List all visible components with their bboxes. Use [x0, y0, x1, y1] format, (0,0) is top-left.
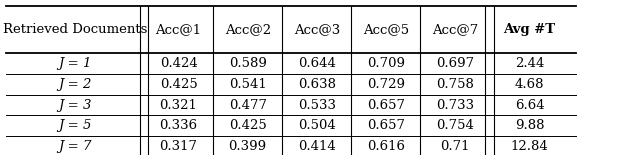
Text: 0.321: 0.321 — [159, 99, 198, 111]
Text: Avg #T: Avg #T — [504, 23, 556, 36]
Text: 0.317: 0.317 — [159, 140, 198, 153]
Text: 4.68: 4.68 — [515, 78, 545, 91]
Text: 0.754: 0.754 — [436, 120, 474, 132]
Text: 0.589: 0.589 — [228, 57, 267, 70]
Text: Acc@5: Acc@5 — [363, 23, 409, 36]
Text: Acc@3: Acc@3 — [294, 23, 340, 36]
Text: J = 5: J = 5 — [58, 120, 92, 132]
Text: 6.64: 6.64 — [515, 99, 545, 111]
Text: 0.697: 0.697 — [436, 57, 474, 70]
Text: Retrieved Documents: Retrieved Documents — [3, 23, 147, 36]
Text: J = 3: J = 3 — [58, 99, 92, 111]
Text: 0.616: 0.616 — [367, 140, 405, 153]
Text: Acc@2: Acc@2 — [225, 23, 271, 36]
Text: 0.425: 0.425 — [229, 120, 266, 132]
Text: J = 7: J = 7 — [58, 140, 92, 153]
Text: 12.84: 12.84 — [511, 140, 548, 153]
Text: 0.477: 0.477 — [228, 99, 267, 111]
Text: Acc@7: Acc@7 — [432, 23, 478, 36]
Text: 0.638: 0.638 — [298, 78, 336, 91]
Text: 0.657: 0.657 — [367, 120, 405, 132]
Text: 0.644: 0.644 — [298, 57, 336, 70]
Text: 9.88: 9.88 — [515, 120, 545, 132]
Text: 0.758: 0.758 — [436, 78, 474, 91]
Text: 0.657: 0.657 — [367, 99, 405, 111]
Text: Acc@1: Acc@1 — [156, 23, 202, 36]
Text: 2.44: 2.44 — [515, 57, 544, 70]
Text: 0.541: 0.541 — [229, 78, 266, 91]
Text: 0.425: 0.425 — [160, 78, 197, 91]
Text: 0.336: 0.336 — [159, 120, 198, 132]
Text: 0.733: 0.733 — [436, 99, 474, 111]
Text: 0.729: 0.729 — [367, 78, 405, 91]
Text: J = 2: J = 2 — [58, 78, 92, 91]
Text: 0.709: 0.709 — [367, 57, 405, 70]
Text: J = 1: J = 1 — [58, 57, 92, 70]
Text: 0.424: 0.424 — [160, 57, 197, 70]
Text: 0.414: 0.414 — [298, 140, 335, 153]
Text: 0.504: 0.504 — [298, 120, 335, 132]
Text: 0.399: 0.399 — [228, 140, 267, 153]
Text: 0.71: 0.71 — [440, 140, 470, 153]
Text: 0.533: 0.533 — [298, 99, 336, 111]
